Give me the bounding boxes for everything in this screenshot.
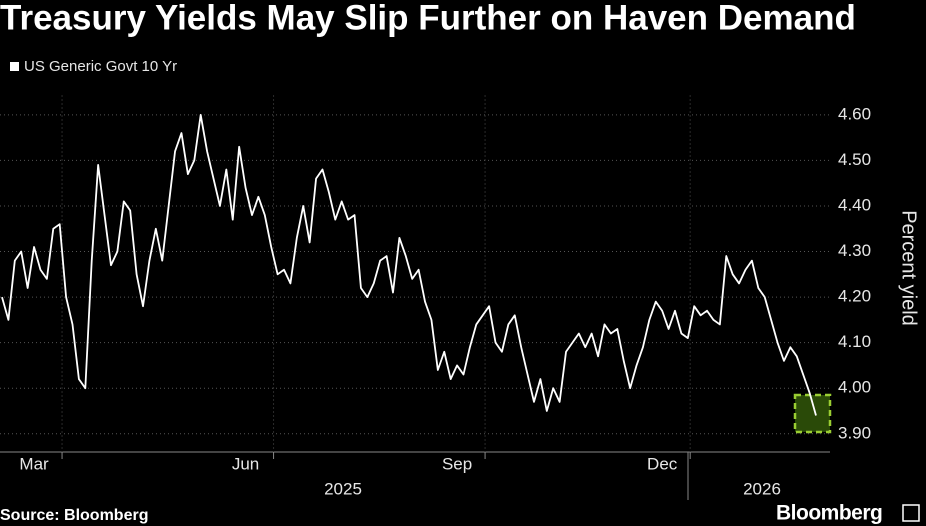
legend-swatch [10, 62, 19, 71]
legend-label: US Generic Govt 10 Yr [24, 58, 177, 75]
series-layer [1, 113, 817, 416]
logo-icon [902, 504, 920, 522]
y-tick-label: 4.10 [838, 332, 871, 351]
x-tick-label: Jun [232, 454, 259, 473]
x-tick-label: Mar [19, 454, 49, 473]
chart-title: Treasury Yields May Slip Further on Have… [0, 0, 856, 37]
year-label: 2025 [324, 479, 362, 498]
y-tick-label: 4.00 [838, 378, 871, 397]
x-tick-label: Dec [647, 454, 678, 473]
y-tick-label: 4.20 [838, 287, 871, 306]
year-label: 2026 [743, 479, 781, 498]
y-tick-label: 4.30 [838, 241, 871, 260]
series-line [1, 113, 817, 416]
y-axis-title: Percent yield [898, 210, 920, 326]
plot-area: 3.90 4.00 4.10 4.20 4.30 4.40 4.50 4.60 Mar Jun Se… [0, 95, 871, 500]
y-tick-label: 4.50 [838, 150, 871, 169]
y-tick-label: 4.60 [838, 104, 871, 123]
source: Source: Bloomberg [0, 507, 148, 524]
x-tick-label: Sep [442, 454, 472, 473]
logo: Bloomberg [776, 502, 882, 525]
y-tick-label: 4.40 [838, 195, 871, 214]
y-tick-label: 3.90 [838, 423, 871, 442]
highlight-box [793, 393, 832, 434]
